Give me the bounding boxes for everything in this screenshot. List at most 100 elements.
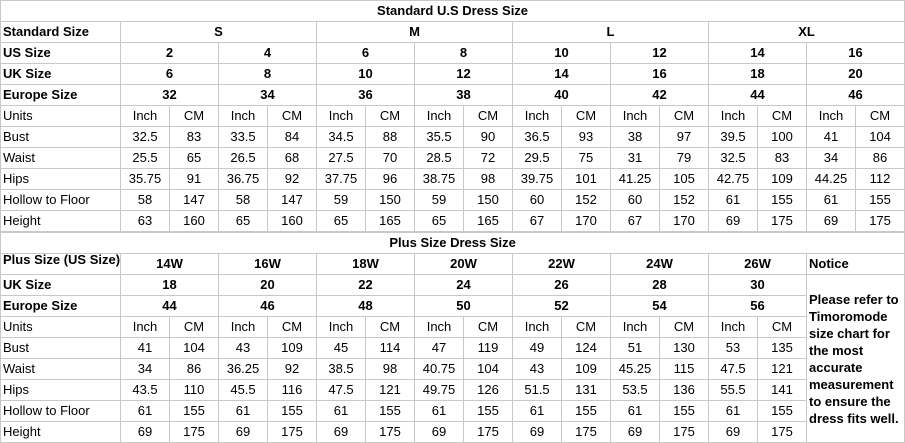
size-value: 20 <box>805 63 905 85</box>
measurement-value: 96 <box>365 168 415 190</box>
measurement-value: 53.5 <box>610 379 660 401</box>
measurement-value: 104 <box>854 126 905 148</box>
measurement-value: 51 <box>610 337 660 359</box>
row-label: UK Size <box>0 274 121 296</box>
measurement-value: 38.75 <box>414 168 464 190</box>
measurement-value: 35.5 <box>414 126 464 148</box>
measurement-value: 110 <box>169 379 219 401</box>
row-label: Hips <box>0 168 121 190</box>
measurement-value: 150 <box>463 189 513 211</box>
unit: CM <box>365 316 415 338</box>
unit: CM <box>659 105 709 127</box>
measurement-value: 175 <box>463 421 513 443</box>
measurement-row: Bust 41 104 43 109 45 114 47 119 49 124 51 130 53 135 <box>0 337 905 359</box>
measurement-value: 175 <box>169 421 219 443</box>
size-value: 42 <box>610 84 709 106</box>
measurement-value: 88 <box>365 126 415 148</box>
size-row: US Size 2 4 6 8 10 12 14 16 <box>0 42 905 64</box>
size-row: UK Size 18 20 22 24 26 28 30 Please refer to Tim… <box>0 274 905 443</box>
measurement-value: 47.5 <box>708 358 758 380</box>
measurement-value: 36.5 <box>512 126 562 148</box>
measurement-value: 119 <box>463 337 513 359</box>
measurement-value: 65 <box>414 210 464 232</box>
measurement-row: Waist 34 86 36.25 92 38.5 98 40.75 104 43 109 45.25… <box>0 358 905 380</box>
unit: Inch <box>512 105 562 127</box>
measurement-row: Waist 25.5 65 26.5 68 27.5 70 28.5 72 29.5 75 31 79 3… <box>0 147 905 169</box>
measurement-value: 112 <box>854 168 905 190</box>
size-value: 14W <box>120 253 219 275</box>
unit: Inch <box>708 105 758 127</box>
measurement-value: 114 <box>365 337 415 359</box>
measurement-value: 72 <box>463 147 513 169</box>
measurement-value: 155 <box>463 400 513 422</box>
measurement-value: 65 <box>218 210 268 232</box>
size-row: Europe Size 32 34 36 38 40 42 44 46 <box>0 84 905 106</box>
measurement-value: 53 <box>708 337 758 359</box>
size-value: 4 <box>218 42 317 64</box>
measurement-value: 155 <box>169 400 219 422</box>
size-value: 46 <box>805 84 905 106</box>
measurement-value: 124 <box>561 337 611 359</box>
size-value: 34 <box>218 84 317 106</box>
unit: Inch <box>414 105 464 127</box>
measurement-value: 61 <box>218 400 268 422</box>
measurement-value: 93 <box>561 126 611 148</box>
unit: Inch <box>120 316 170 338</box>
size-value: 44 <box>708 84 807 106</box>
measurement-value: 60 <box>610 189 660 211</box>
size-value: 16 <box>805 42 905 64</box>
row-label: Hollow to Floor <box>0 189 121 211</box>
measurement-value: 35.75 <box>120 168 170 190</box>
measurement-value: 29.5 <box>512 147 562 169</box>
row-label: Height <box>0 421 121 443</box>
measurement-value: 49 <box>512 337 562 359</box>
unit: Inch <box>610 316 660 338</box>
unit: Inch <box>316 105 366 127</box>
size-value: 48 <box>316 295 415 317</box>
measurement-value: 92 <box>267 168 317 190</box>
measurement-value: 79 <box>659 147 709 169</box>
measurement-value: 47.5 <box>316 379 366 401</box>
measurement-value: 101 <box>561 168 611 190</box>
measurement-value: 175 <box>854 210 905 232</box>
measurement-value: 43 <box>512 358 562 380</box>
size-value: 40 <box>512 84 611 106</box>
measurement-value: 37.75 <box>316 168 366 190</box>
size-row: UK Size 6 8 10 12 14 16 18 20 <box>0 63 905 85</box>
measurement-value: 130 <box>659 337 709 359</box>
unit: CM <box>365 105 415 127</box>
measurement-row: Hollow to Floor 58 147 58 147 59 150 59 150 60 152… <box>0 189 905 211</box>
size-value: 10 <box>512 42 611 64</box>
size-value: 38 <box>414 84 513 106</box>
size-value: 50 <box>414 295 513 317</box>
standard-size-table: Standard U.S Dress Size Standard Size S M L X… <box>0 0 905 232</box>
measurement-value: 175 <box>561 421 611 443</box>
measurement-value: 61 <box>512 400 562 422</box>
measurement-value: 61 <box>120 400 170 422</box>
measurement-value: 34 <box>806 147 856 169</box>
size-value: 22W <box>512 253 611 275</box>
measurement-value: 33.5 <box>218 126 268 148</box>
measurement-value: 160 <box>267 210 317 232</box>
unit: Inch <box>316 316 366 338</box>
measurement-value: 131 <box>561 379 611 401</box>
measurement-value: 175 <box>757 210 807 232</box>
measurement-value: 45.5 <box>218 379 268 401</box>
size-value: 20 <box>218 274 317 296</box>
measurement-value: 67 <box>610 210 660 232</box>
size-value: 24 <box>414 274 513 296</box>
measurement-row: Hollow to Floor 61 155 61 155 61 155 61 155 61 155… <box>0 400 905 422</box>
measurement-value: 55.5 <box>708 379 758 401</box>
units-row: Units Inch CM Inch CM Inch CM Inch CM Inch CM Inch C… <box>0 105 905 127</box>
title-row: Plus Size Dress Size <box>0 232 905 254</box>
measurement-value: 65 <box>316 210 366 232</box>
measurement-value: 69 <box>218 421 268 443</box>
measurement-value: 152 <box>659 189 709 211</box>
row-label: Hips <box>0 379 121 401</box>
measurement-value: 155 <box>267 400 317 422</box>
unit: Inch <box>610 105 660 127</box>
measurement-value: 175 <box>757 421 807 443</box>
row-label: Europe Size <box>0 84 121 106</box>
size-value: 22 <box>316 274 415 296</box>
measurement-value: 86 <box>854 147 905 169</box>
